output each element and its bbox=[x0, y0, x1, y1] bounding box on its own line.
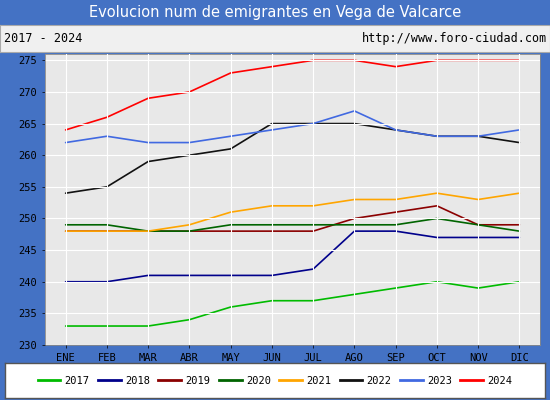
Legend: 2017, 2018, 2019, 2020, 2021, 2022, 2023, 2024: 2017, 2018, 2019, 2020, 2021, 2022, 2023… bbox=[34, 371, 516, 390]
Text: http://www.foro-ciudad.com: http://www.foro-ciudad.com bbox=[362, 32, 547, 45]
Text: 2017 - 2024: 2017 - 2024 bbox=[4, 32, 83, 45]
Text: Evolucion num de emigrantes en Vega de Valcarce: Evolucion num de emigrantes en Vega de V… bbox=[89, 5, 461, 20]
